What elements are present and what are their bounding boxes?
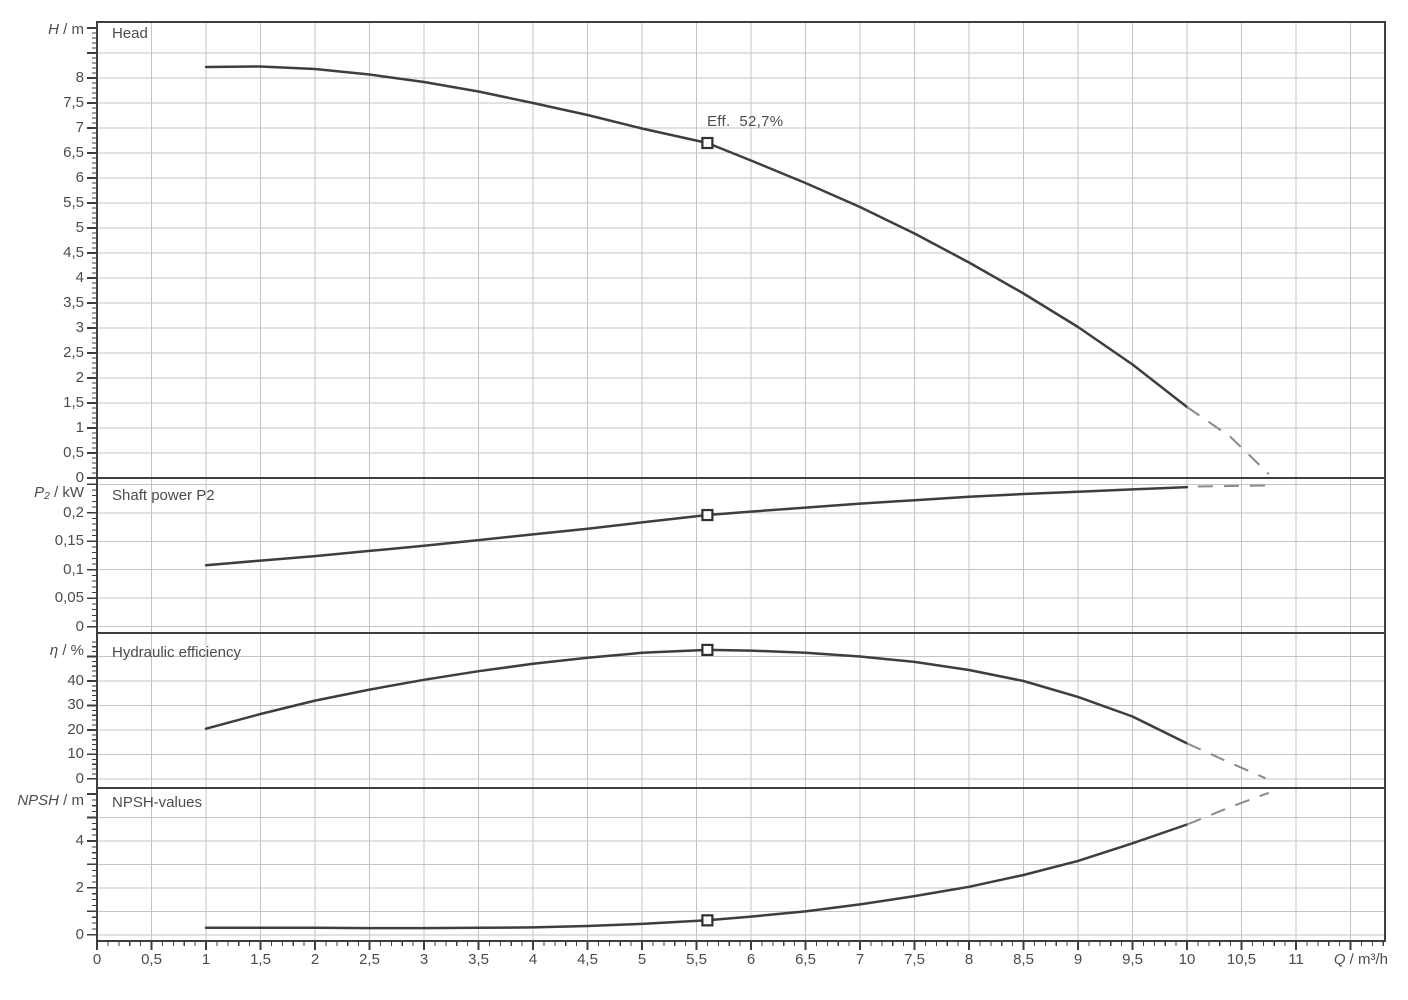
- power-y-tick-label: 0,2: [63, 503, 84, 521]
- eff-y-tick-label: 10: [67, 745, 84, 763]
- head-y-tick-label: 8: [75, 69, 84, 86]
- power-y-tick-label: 0,1: [63, 560, 84, 578]
- head-y-tick-label: 0: [75, 469, 84, 486]
- head-y-tick-label: 7,5: [63, 94, 84, 111]
- duty-point-efficiency-label: Eff. 52,7%: [707, 113, 784, 130]
- head-axis-symbol: H: [48, 21, 59, 38]
- head-y-tick-label: 6: [75, 169, 84, 186]
- head-y-tick-label: 2,5: [63, 344, 84, 361]
- power-curve-extrapolated: [1197, 484, 1273, 488]
- x-tick-label: 10: [1178, 951, 1196, 968]
- x-tick-label: 7,5: [904, 951, 925, 968]
- head-y-tick-label: 1: [75, 419, 84, 436]
- power-axis-symbol: P₂: [34, 484, 50, 501]
- head-y-tick-label: 5,5: [63, 194, 84, 211]
- efficiency-axis-unit: / %: [58, 642, 84, 659]
- head-y-tick-label: 0,5: [63, 444, 84, 461]
- npsh-axis-label: NPSH / m: [0, 792, 84, 809]
- power-axis-label: P₂ / kW: [0, 484, 84, 501]
- head-y-tick-label: 6,5: [63, 144, 84, 161]
- eff-duty-point-marker: [701, 643, 714, 656]
- x-tick-label: 4: [528, 951, 538, 968]
- x-tick-label: 9,5: [1122, 951, 1143, 968]
- power-panel-title: Shaft power P2: [112, 487, 215, 504]
- x-tick-label: 0: [92, 951, 102, 968]
- efficiency-panel-title: Hydraulic efficiency: [112, 644, 241, 661]
- efficiency-axis-symbol: η: [49, 642, 59, 659]
- x-axis-unit-label: Q / m³/h: [1300, 951, 1388, 968]
- eff-curve-extrapolated: [1186, 742, 1266, 780]
- npsh-axis-unit: / m: [59, 792, 84, 809]
- x-tick-label: 5: [637, 951, 647, 968]
- x-tick-label: 6: [746, 951, 756, 968]
- x-tick-label: 2,5: [359, 951, 380, 968]
- npsh-y-tick-label: 0: [75, 925, 84, 943]
- npsh-y-tick-label: 4: [75, 831, 84, 849]
- x-tick-label: 2: [310, 951, 320, 968]
- x-tick-label: 10,5: [1226, 951, 1257, 968]
- head-y-tick-label: 2: [75, 369, 84, 386]
- x-tick-label: 8: [964, 951, 974, 968]
- power-y-tick-label: 0,05: [54, 589, 84, 607]
- flow-unit: / m³/h: [1345, 951, 1388, 968]
- x-tick-label: 3: [419, 951, 429, 968]
- x-tick-label: 7: [855, 951, 865, 968]
- x-tick-label: 1,5: [250, 951, 271, 968]
- power-y-tick-label: 0,15: [54, 532, 84, 550]
- power-y-tick-label: 0: [75, 617, 84, 635]
- head-y-tick-label: 5: [75, 219, 84, 236]
- power-duty-point-marker: [701, 508, 714, 522]
- head-y-tick-label: 4,5: [63, 244, 84, 261]
- flow-symbol: Q: [1333, 951, 1346, 968]
- eff-y-tick-label: 40: [67, 671, 84, 689]
- head-y-tick-label: 1,5: [63, 394, 84, 411]
- head-y-tick-label: 7: [75, 119, 84, 136]
- head-y-tick-label: 3,5: [63, 294, 84, 311]
- x-tick-label: 3,5: [468, 951, 489, 968]
- eff-y-tick-label: 20: [67, 720, 84, 738]
- power-axis-unit: / kW: [49, 484, 84, 501]
- x-tick-label: 11: [1288, 951, 1304, 968]
- x-tick-label: 9: [1073, 951, 1083, 968]
- x-tick-label: 0,5: [141, 951, 162, 968]
- head-y-tick-label: 3: [75, 319, 84, 336]
- head-y-tick-label: 4: [75, 269, 84, 286]
- npsh-axis-symbol: NPSH: [17, 792, 59, 809]
- x-tick-label: 8,5: [1013, 951, 1034, 968]
- npsh-panel-title: NPSH-values: [112, 794, 203, 811]
- npsh-duty-point-marker: [701, 914, 714, 927]
- npsh-curve-extrapolated: [1186, 791, 1270, 826]
- eff-y-tick-label: 30: [67, 696, 84, 714]
- x-tick-label: 4,5: [577, 951, 598, 968]
- npsh-y-tick-label: 2: [75, 878, 84, 896]
- x-tick-label: 6,5: [795, 951, 816, 968]
- head-curve-extrapolated: [1186, 406, 1270, 475]
- head-duty-point-marker: [701, 136, 714, 150]
- head-axis-label: H / m: [0, 21, 84, 38]
- eff-y-tick-label: 0: [75, 769, 84, 787]
- efficiency-axis-label: η / %: [0, 642, 84, 659]
- head-panel-title: Head: [112, 25, 148, 42]
- plot-border: [95, 20, 1387, 943]
- x-tick-label: 1: [201, 951, 211, 968]
- x-tick-label: 5,5: [686, 951, 707, 968]
- head-axis-unit: / m: [59, 21, 84, 38]
